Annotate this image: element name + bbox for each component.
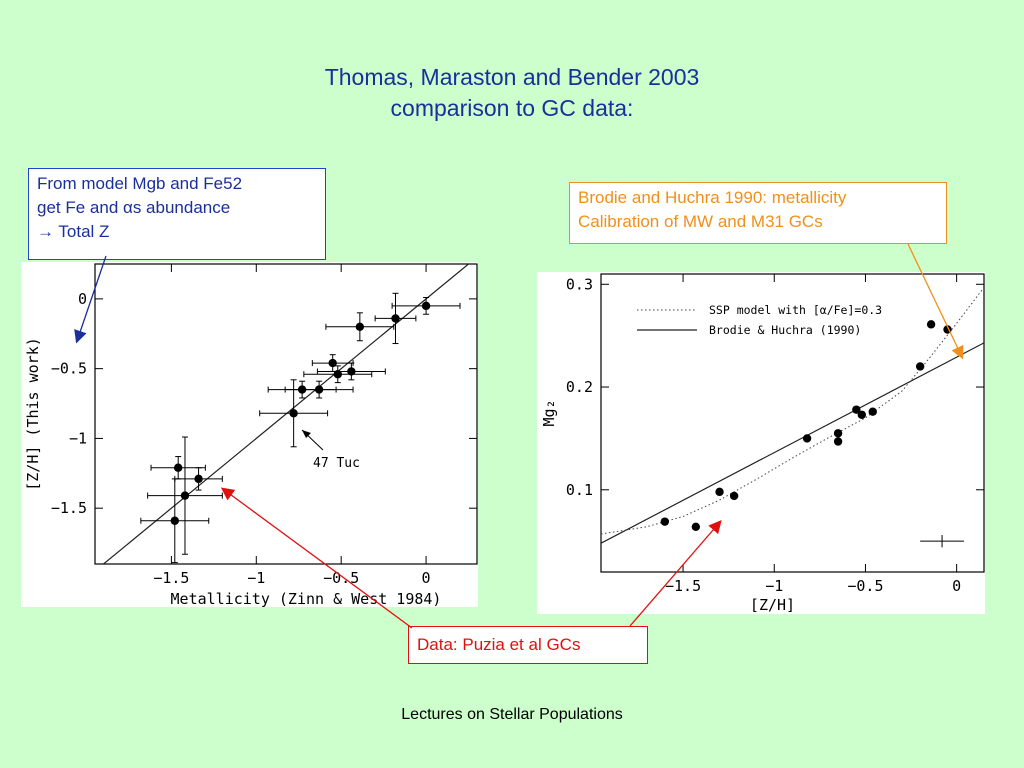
y-tick-label: −0.5 xyxy=(51,360,87,378)
model-callout-line-2: get Fe and αs abundance xyxy=(37,198,231,217)
y-tick-label: 0.1 xyxy=(566,481,593,499)
data-point xyxy=(715,487,724,497)
calibration-callout-line-2: Calibration of MW and M31 GCs xyxy=(578,212,823,231)
x-tick-label: 0 xyxy=(422,569,431,587)
brodie-huchra-line xyxy=(601,342,984,544)
calibration-callout-line-1: Brodie and Huchra 1990: metallicity xyxy=(578,188,847,207)
ssp-model-line xyxy=(601,287,984,535)
calibration-callout: Brodie and Huchra 1990: metallicity Cali… xyxy=(569,182,947,244)
data-point xyxy=(729,491,739,501)
data-point xyxy=(391,314,400,323)
model-callout-line-3: → Total Z xyxy=(37,222,110,241)
data-point xyxy=(691,522,701,531)
model-callout-line-1: From model Mgb and Fe52 xyxy=(37,174,243,193)
y-tick-label: −1.5 xyxy=(51,499,87,517)
data-point xyxy=(833,429,843,438)
data-point xyxy=(802,434,812,443)
data-point xyxy=(660,517,670,526)
model-callout: From model Mgb and Fe52 get Fe and αs ab… xyxy=(28,168,326,260)
data-point xyxy=(355,322,365,331)
x-axis-label: [Z/H] xyxy=(750,596,795,614)
plot-area xyxy=(103,264,469,564)
y-tick-label: 0.2 xyxy=(566,378,593,396)
x-tick-label: −1.5 xyxy=(665,577,701,595)
slide-title: Thomas, Maraston and Bender 2003 compari… xyxy=(0,62,1024,124)
footer-text: Lectures on Stellar Populations xyxy=(401,706,623,723)
legend-label-bh: Brodie & Huchra (1990) xyxy=(709,323,861,337)
annotation-47-tuc: 47 Tuc xyxy=(313,456,360,471)
data-point xyxy=(852,405,861,414)
y-tick-label: −1 xyxy=(69,429,87,447)
y-axis-label: [Z/H] (This work) xyxy=(24,337,42,491)
mg2-calibration-chart: −1.5 −1 −0.5 0 0.1 0.2 0.3 SSP model with [α/Fe… xyxy=(537,272,985,614)
data-point xyxy=(833,437,843,446)
data-point xyxy=(868,407,877,416)
legend-label-ssp: SSP model with [α/Fe]=0.3 xyxy=(709,303,882,317)
data-point xyxy=(194,474,203,484)
x-tick-label: −0.5 xyxy=(323,569,359,587)
data-point xyxy=(915,362,925,371)
annotation-arrowhead xyxy=(302,430,311,438)
data-point xyxy=(173,463,183,472)
data-point xyxy=(314,385,324,394)
x-tick-label: 0 xyxy=(952,577,961,595)
y-tick-label: 0.3 xyxy=(566,275,593,293)
title-line-2: comparison to GC data: xyxy=(390,95,634,121)
data-point xyxy=(857,410,867,419)
x-tick-label: −1 xyxy=(765,577,783,595)
data-point xyxy=(926,320,936,329)
mg2-calibration-plot: −1.5 −1 −0.5 0 0.1 0.2 0.3 SSP model with [α/Fe… xyxy=(540,273,985,614)
y-axis-label: Mg₂ xyxy=(540,399,558,426)
data-point xyxy=(421,301,431,311)
zh-comparison-plot: −1.5 −1 −0.5 0 −1.5 −1 −0.5 0 47 Tuc Metallicity … xyxy=(24,263,478,608)
data-point xyxy=(328,358,337,368)
y-tick-label: 0 xyxy=(78,290,87,308)
data-callout: Data: Puzia et al GCs xyxy=(408,626,648,664)
data-point xyxy=(180,491,190,500)
one-to-one-line xyxy=(103,264,469,564)
data-point xyxy=(347,367,356,376)
data-point xyxy=(333,370,342,379)
x-tick-label: −1 xyxy=(247,569,265,587)
title-line-1: Thomas, Maraston and Bender 2003 xyxy=(324,64,700,90)
plot-frame xyxy=(600,273,985,573)
zh-comparison-chart: −1.5 −1 −0.5 0 −1.5 −1 −0.5 0 47 Tuc Metallicity … xyxy=(21,262,478,608)
x-axis-label: Metallicity (Zinn & West 1984) xyxy=(171,590,442,607)
x-tick-label: −0.5 xyxy=(847,577,883,595)
data-point xyxy=(289,409,298,418)
data-point xyxy=(170,516,179,525)
data-point xyxy=(943,325,952,334)
x-tick-label: −1.5 xyxy=(153,569,189,587)
